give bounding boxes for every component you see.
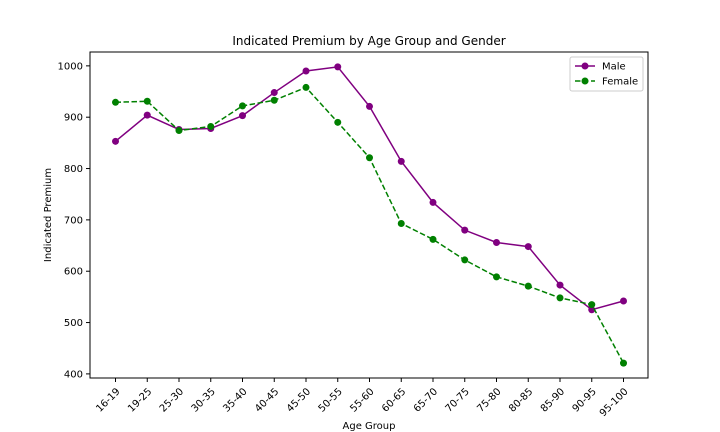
y-tick-label: 800	[64, 164, 83, 175]
data-point-female	[366, 154, 373, 162]
x-tick-label: 16-19	[94, 386, 122, 414]
y-tick-label: 500	[64, 318, 83, 329]
plot-area-frame	[89, 51, 649, 379]
data-point-female	[143, 97, 151, 105]
data-point-male	[588, 306, 596, 314]
data-point-male	[461, 226, 469, 234]
data-point-male	[429, 198, 437, 206]
x-tick-label: 80-85	[507, 386, 535, 414]
data-point-male	[493, 238, 500, 246]
data-point-female	[302, 83, 310, 91]
data-point-female	[112, 98, 119, 106]
series-female	[112, 83, 627, 367]
data-point-male	[270, 89, 278, 97]
x-axis-label: Age Group	[343, 421, 396, 432]
data-point-female	[588, 301, 596, 309]
y-tick-label: 700	[64, 215, 83, 226]
data-point-female	[175, 127, 183, 135]
series-male	[112, 63, 627, 314]
data-point-male	[302, 67, 310, 75]
x-tick-label: 90-95	[571, 386, 599, 414]
x-tick-label: 25-30	[158, 386, 186, 414]
x-tick-label: 95-100	[598, 386, 631, 419]
y-tick-label: 1000	[58, 61, 83, 72]
x-tick-label: 35-40	[221, 386, 249, 414]
data-point-female	[239, 102, 246, 110]
x-tick-label: 85-90	[539, 386, 567, 414]
x-tick-label: 75-80	[475, 386, 503, 414]
legend-marker-male	[581, 62, 589, 70]
chart-title: Indicated Premium by Age Group and Gende…	[232, 34, 505, 48]
x-tick-label: 19-25	[126, 386, 154, 414]
x-tick-label: 60-65	[380, 386, 408, 414]
data-point-male	[239, 112, 246, 120]
data-point-female	[429, 235, 437, 243]
data-point-female	[461, 256, 469, 264]
data-point-female	[334, 118, 342, 126]
legend-marker-female	[581, 77, 589, 85]
x-tick-label: 65-70	[412, 386, 440, 414]
data-point-male	[397, 157, 405, 165]
data-point-female	[493, 273, 500, 281]
legend: Male Female	[569, 56, 644, 92]
data-point-male	[143, 111, 151, 119]
data-point-male	[556, 281, 564, 289]
y-tick-label: 400	[64, 369, 83, 380]
y-tick-label: 600	[64, 267, 83, 278]
series-layer	[112, 63, 627, 367]
x-tick-label: 40-45	[253, 386, 281, 414]
x-tick-label: 55-60	[348, 386, 376, 414]
data-point-female	[270, 96, 278, 104]
data-point-female	[524, 282, 532, 290]
data-point-male	[112, 137, 119, 145]
data-point-female	[397, 219, 405, 227]
x-tick-label: 70-75	[444, 386, 472, 414]
data-point-male	[366, 102, 373, 110]
y-axis: 400 500 600 700 800 900 1000	[58, 61, 90, 380]
x-axis: 16-19 19-25 25-30 30-35 35-40 40-45 45-50 50-55…	[94, 378, 631, 419]
data-point-female	[620, 359, 627, 367]
legend-label-male: Male	[602, 62, 626, 73]
legend-label-female: Female	[602, 77, 638, 88]
y-axis-label: Indicated Premium	[43, 168, 54, 262]
data-point-female	[207, 122, 215, 130]
x-tick-label: 45-50	[285, 386, 313, 414]
x-tick-label: 50-55	[317, 386, 345, 414]
data-point-female	[556, 294, 564, 302]
data-point-male	[334, 63, 342, 71]
x-tick-label: 30-35	[190, 386, 218, 414]
data-point-male	[620, 297, 627, 305]
data-point-male	[524, 243, 532, 251]
y-tick-label: 900	[64, 113, 83, 124]
